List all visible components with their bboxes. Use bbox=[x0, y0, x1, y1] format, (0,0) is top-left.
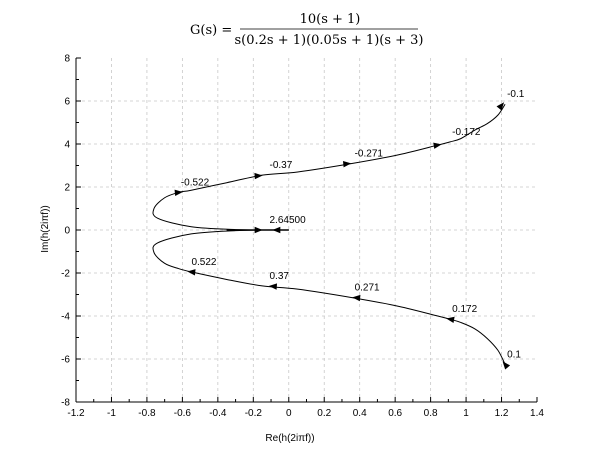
y-tick-label: 8 bbox=[64, 54, 70, 65]
frequency-label: 0.271 bbox=[355, 283, 380, 294]
x-tick-label: -1 bbox=[107, 408, 116, 419]
x-tick-label: -0.6 bbox=[174, 408, 192, 419]
curve-positive-frequency bbox=[152, 229, 506, 365]
direction-arrows bbox=[174, 102, 511, 370]
y-tick-label: 4 bbox=[64, 140, 70, 151]
frequency-label: -0.172 bbox=[452, 127, 481, 138]
y-tick-label: -8 bbox=[61, 398, 70, 409]
frequency-label: -0.271 bbox=[355, 148, 384, 159]
frequency-label: 0.1 bbox=[507, 349, 521, 360]
arrow-head bbox=[433, 142, 442, 149]
curve-negative-frequency bbox=[152, 103, 506, 231]
x-tick-label: 0.8 bbox=[424, 408, 438, 419]
y-tick-label: 6 bbox=[64, 97, 70, 108]
frequency-label: 0.172 bbox=[452, 304, 477, 315]
arrow-head bbox=[174, 189, 183, 196]
x-tick-label: 0.2 bbox=[317, 408, 331, 419]
frequency-label: -0.37 bbox=[269, 160, 292, 171]
x-tick-label: 0.6 bbox=[388, 408, 402, 419]
chart-title: G(s) = 10(s + 1) s(0.2s + 1)(0.05s + 1)(… bbox=[190, 12, 424, 48]
title-numerator: 10(s + 1) bbox=[300, 12, 361, 27]
y-tick-label: -2 bbox=[61, 269, 70, 280]
arrow-head bbox=[268, 283, 278, 290]
arrow-head bbox=[352, 294, 361, 302]
y-axis-label: Im(h(2iπf)) bbox=[40, 205, 51, 252]
frequency-label: 0.37 bbox=[269, 271, 289, 282]
arrow-head bbox=[187, 269, 196, 276]
title-denominator: s(0.2s + 1)(0.05s + 1)(s + 3) bbox=[234, 33, 423, 48]
x-tick-label: 1 bbox=[463, 408, 469, 419]
arrow-head bbox=[496, 102, 505, 111]
arrow-head bbox=[254, 172, 263, 180]
frequency-label: 2.64500 bbox=[269, 215, 306, 226]
x-tick-label: -0.2 bbox=[245, 408, 263, 419]
x-tick-label: 0.4 bbox=[353, 408, 367, 419]
axes bbox=[75, 57, 538, 403]
y-tick-labels: -8 -6 -4 -2 0 2 4 6 8 bbox=[61, 54, 70, 409]
x-tick-label: -0.8 bbox=[138, 408, 156, 419]
x-tick-labels: -1.2 -1 -0.8 -0.6 -0.4 -0.2 0 0.2 0.4 0.6 0.8 1 1.2 1… bbox=[67, 408, 544, 419]
title-lhs: G(s) = bbox=[190, 23, 232, 38]
arrow-head bbox=[254, 226, 263, 234]
y-tick-label: -4 bbox=[61, 312, 70, 323]
x-tick-label: 0 bbox=[286, 408, 292, 419]
frequency-label: -0.522 bbox=[181, 177, 210, 188]
arrow-head bbox=[446, 316, 455, 324]
x-tick-label: -1.2 bbox=[67, 408, 85, 419]
frequency-label: -0.1 bbox=[507, 89, 525, 100]
arrow-head bbox=[272, 226, 281, 234]
frequency-annotations: -0.1 -0.172 -0.271 -0.37 -0.522 2.64500 0.522 0… bbox=[181, 89, 525, 360]
y-tick-label: 0 bbox=[64, 226, 70, 237]
grid bbox=[76, 58, 537, 402]
x-tick-label: 1.4 bbox=[530, 408, 544, 419]
arrow-head bbox=[502, 361, 511, 370]
x-tick-label: 1.2 bbox=[495, 408, 509, 419]
arrow-head bbox=[342, 160, 352, 168]
x-axis-label: Re(h(2iπf)) bbox=[265, 433, 314, 444]
x-tick-label: -0.4 bbox=[209, 408, 227, 419]
y-tick-label: 2 bbox=[64, 183, 70, 194]
frequency-label: 0.522 bbox=[191, 257, 216, 268]
y-tick-label: -6 bbox=[61, 355, 70, 366]
nyquist-curves bbox=[152, 103, 506, 365]
